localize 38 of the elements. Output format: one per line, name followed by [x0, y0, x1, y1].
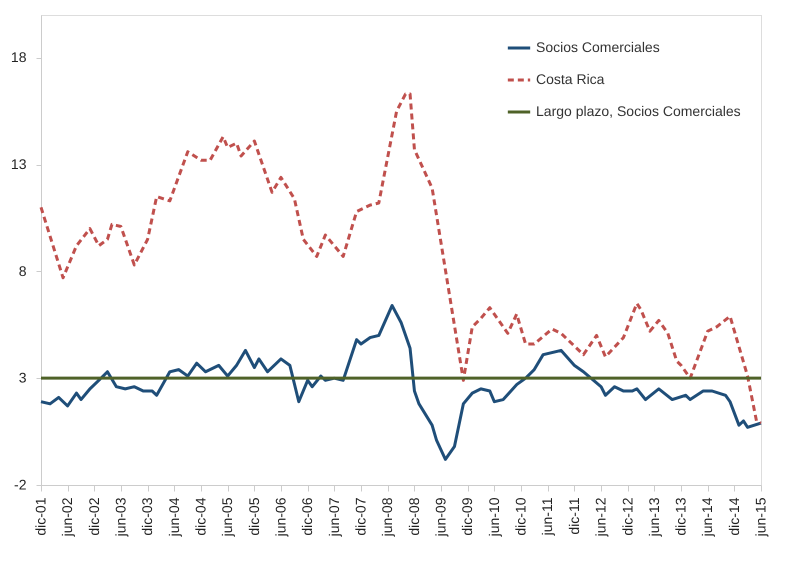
- line-series: [40, 304, 762, 461]
- x-tick-label: dic-09: [459, 497, 476, 536]
- x-tick-label: dic-04: [192, 497, 209, 536]
- x-tick-label: dic-11: [566, 497, 582, 535]
- x-tick-label: jun-07: [326, 497, 342, 538]
- x-tick-label: dic-10: [512, 497, 529, 536]
- x-tick-label: dic-13: [672, 497, 689, 536]
- x-tick-label: jun-03: [112, 497, 128, 538]
- x-tick-label: jun-13: [646, 497, 662, 538]
- legend-label: Largo plazo, Socios Comerciales: [536, 103, 741, 119]
- x-tick-label: dic-12: [619, 497, 636, 536]
- x-tick-label: dic-05: [246, 497, 262, 536]
- x-tick-label: jun-11: [539, 497, 556, 536]
- x-tick-label: jun-14: [699, 497, 716, 538]
- x-tick-label: dic-06: [299, 497, 316, 536]
- x-tick-label: jun-02: [59, 497, 76, 538]
- x-tick-label: dic-02: [86, 497, 102, 536]
- x-tick-label: jun-06: [272, 497, 288, 538]
- legend-label: Socios Comerciales: [536, 39, 660, 55]
- y-tick-label: 18: [10, 49, 27, 66]
- legend-label: Costa Rica: [536, 71, 605, 87]
- y-tick-label: 3: [18, 370, 27, 386]
- x-tick-label: jun-12: [592, 497, 609, 538]
- y-tick-label: -2: [14, 476, 27, 492]
- line-series: [40, 92, 762, 425]
- x-tick-label: dic-01: [32, 497, 48, 536]
- y-tick-label: 13: [10, 156, 27, 172]
- y-tick-label: 8: [18, 262, 27, 279]
- x-tick-label: dic-07: [352, 497, 368, 536]
- x-tick-label: jun-08: [379, 497, 396, 538]
- x-tick-label: dic-08: [406, 497, 422, 536]
- x-tick-label: dic-03: [139, 497, 156, 536]
- x-tick-label: jun-09: [432, 497, 449, 538]
- x-tick-label: jun-10: [486, 497, 502, 538]
- x-tick-label: jun-04: [166, 497, 182, 538]
- x-tick-label: jun-05: [219, 497, 236, 538]
- x-tick-label: jun-15: [752, 497, 768, 538]
- x-tick-label: dic-14: [726, 497, 742, 536]
